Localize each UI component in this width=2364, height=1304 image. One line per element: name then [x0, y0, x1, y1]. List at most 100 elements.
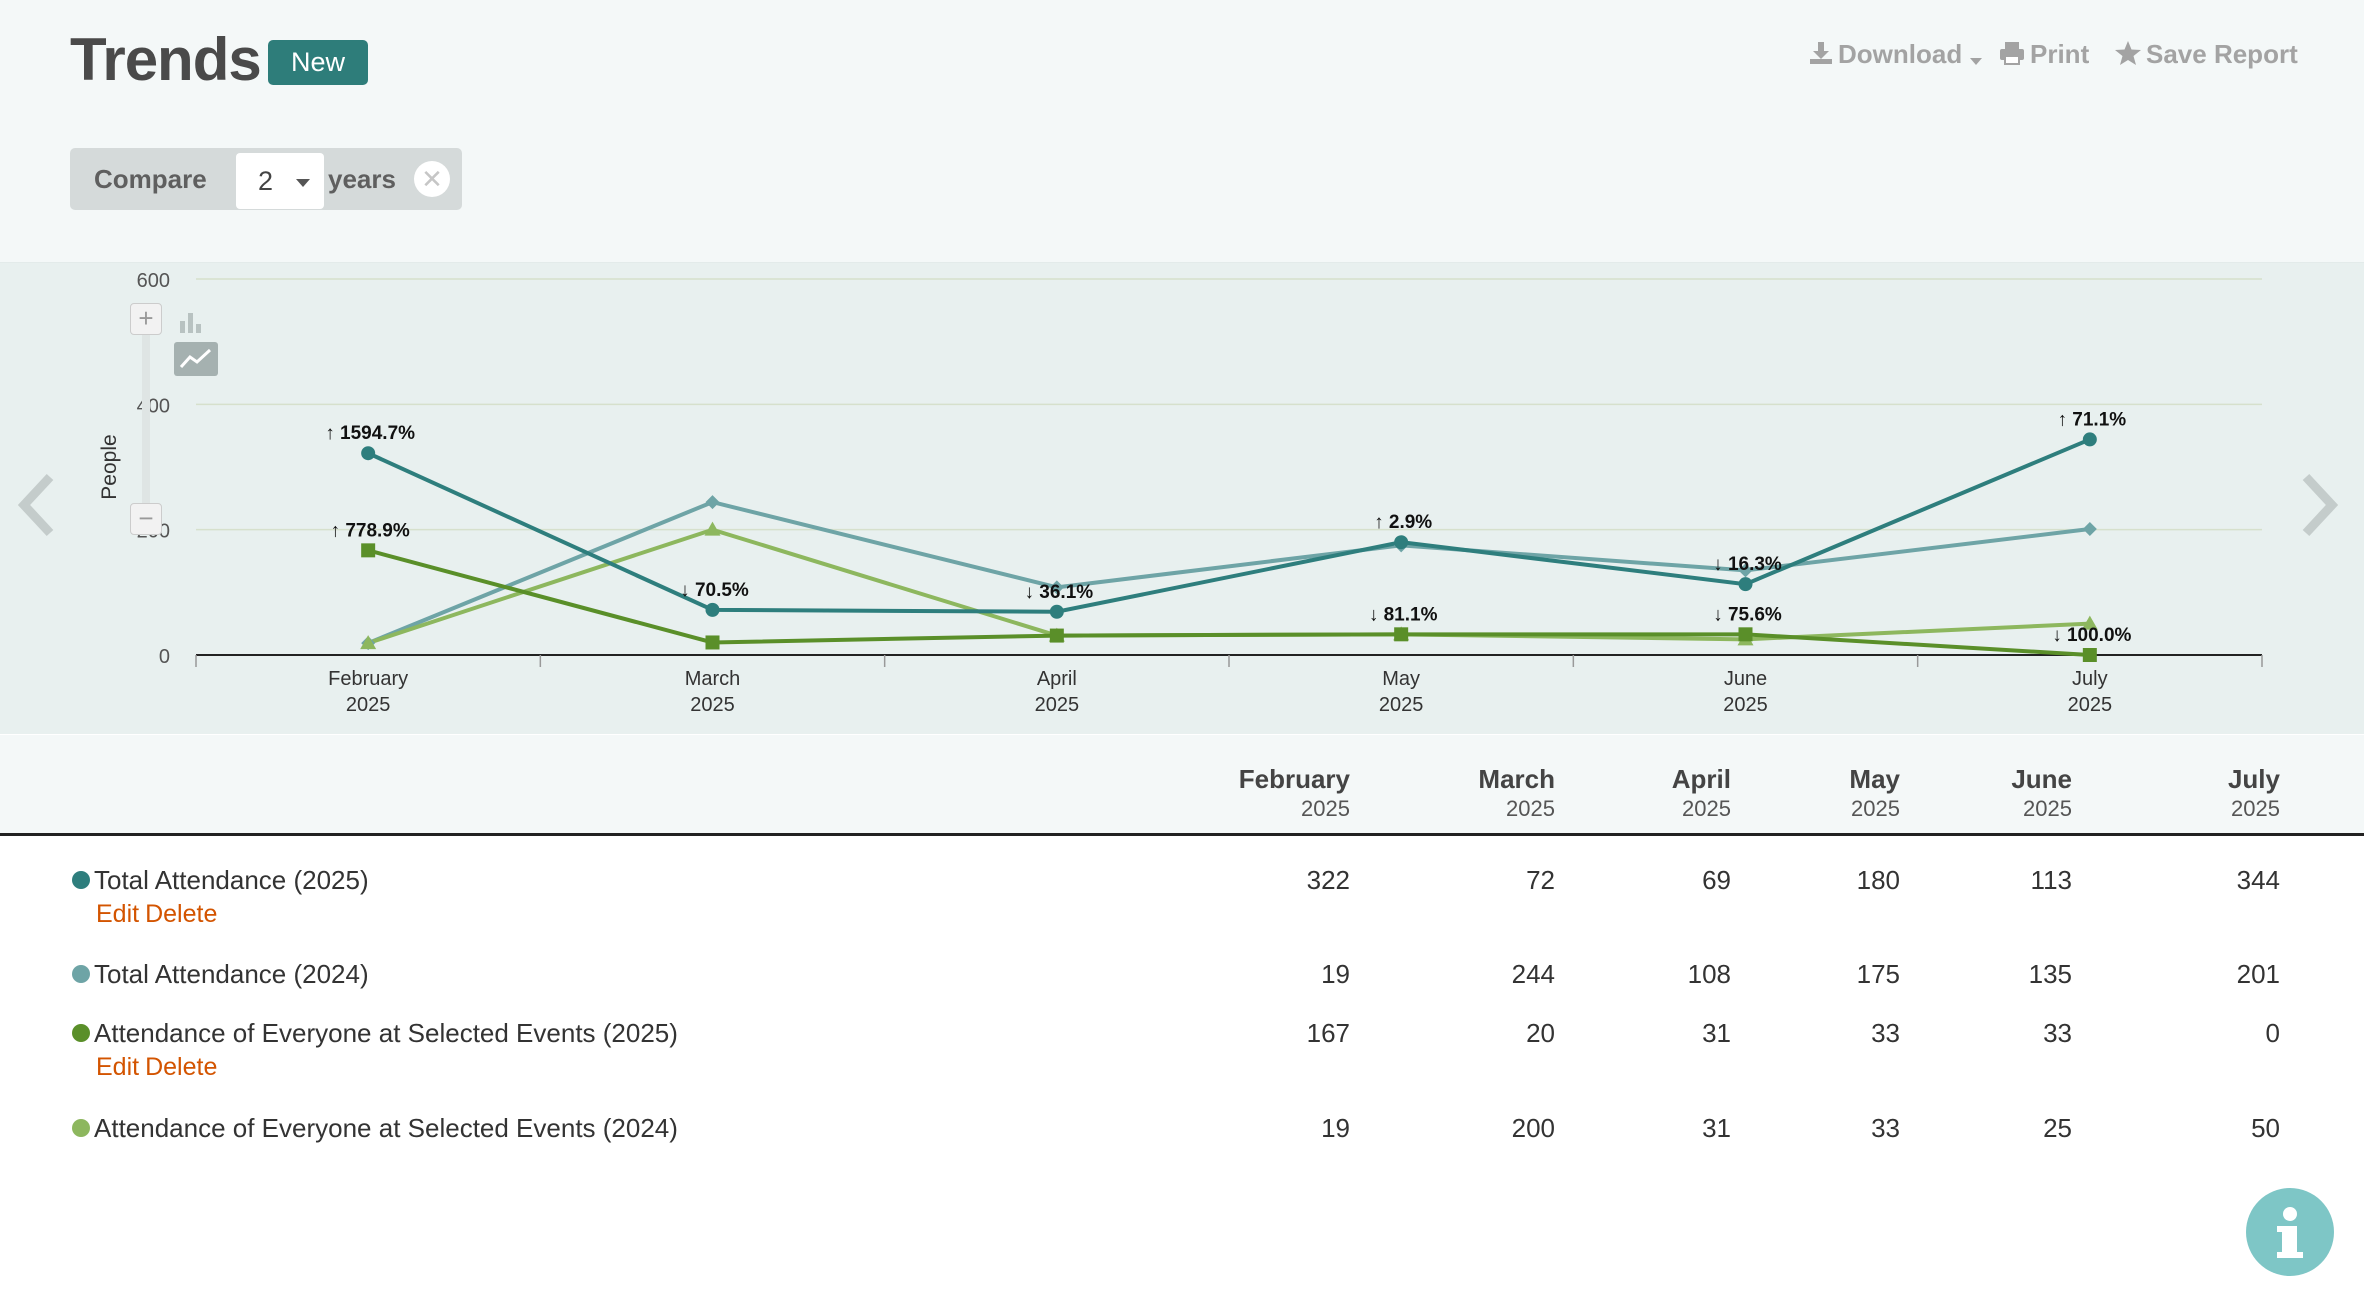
- delete-link[interactable]: Delete: [145, 900, 218, 928]
- data-label: ↑ 2.9%: [1374, 512, 1432, 533]
- years-select[interactable]: 2: [236, 153, 324, 209]
- data-point: [1394, 627, 1409, 642]
- series-color-dot: [72, 1024, 90, 1042]
- x-tick-label-month: June: [1724, 668, 1767, 690]
- table-cell: 19: [1321, 1113, 1350, 1143]
- table-header: February 2025 March 2025 April 2025 May 2025 Jun…: [0, 735, 2364, 836]
- chevron-down-icon: [296, 179, 310, 187]
- page-title: Trends: [70, 26, 262, 93]
- download-label: Download: [1838, 39, 1963, 69]
- table-cell: 200: [1511, 1113, 1555, 1143]
- data-point: [2082, 522, 2097, 537]
- data-label: ↓ 75.6%: [1713, 604, 1782, 625]
- table-cell: 33: [1871, 1113, 1900, 1143]
- column-header-month: April: [1671, 764, 1731, 794]
- zoom-slider-track[interactable]: [142, 335, 150, 503]
- chart-canvas: 0200400600PeopleFebruary2025March2025Apr…: [98, 270, 2263, 716]
- series-line: [367, 499, 2091, 645]
- x-tick-label-year: 2025: [1035, 694, 1080, 716]
- table-cell: 344: [2236, 865, 2280, 895]
- table-cell: 31: [1702, 1018, 1731, 1048]
- column-header-month: July: [2227, 764, 2280, 794]
- row-label: Total Attendance (2024): [94, 959, 369, 989]
- column-header-year: 2025: [1506, 796, 1555, 821]
- data-point: [705, 635, 720, 650]
- close-icon[interactable]: ✕: [414, 161, 450, 197]
- table-cell: 108: [1687, 959, 1731, 989]
- delete-link[interactable]: Delete: [145, 1053, 218, 1081]
- column-header: May 2025: [1849, 763, 1900, 823]
- x-tick-label-year: 2025: [2068, 694, 2113, 716]
- data-point: [1394, 535, 1409, 550]
- table-cell: 113: [2030, 865, 2072, 895]
- column-header: July 2025: [2228, 763, 2280, 823]
- x-tick-label-month: February: [328, 668, 408, 690]
- download-button[interactable]: Download: [1808, 36, 1987, 72]
- chevron-right-icon[interactable]: [2294, 463, 2344, 547]
- print-label: Print: [2030, 39, 2090, 69]
- data-label: ↓ 16.3%: [1713, 554, 1782, 575]
- column-header-month: May: [1849, 764, 1900, 794]
- x-tick-label-year: 2025: [346, 694, 391, 716]
- column-header-month: June: [2011, 764, 2072, 794]
- row-actions: Edit Delete: [96, 897, 223, 931]
- print-button[interactable]: Print: [1998, 36, 2089, 72]
- zoom-in-button[interactable]: +: [130, 303, 162, 335]
- data-point: [2082, 648, 2097, 662]
- table-cell: 175: [1856, 959, 1900, 989]
- y-tick-label: 600: [137, 270, 170, 292]
- table-cell: 33: [1871, 1018, 1900, 1048]
- series-line: [367, 548, 2090, 657]
- table-cell: 180: [1856, 865, 1900, 895]
- edit-link[interactable]: Edit: [96, 900, 140, 928]
- page-header: Trends New Download Print Save Report Co…: [0, 0, 2364, 263]
- column-header-year: 2025: [1851, 796, 1900, 821]
- column-header: April 2025: [1672, 763, 1731, 823]
- bar-chart-icon[interactable]: [176, 307, 206, 337]
- series-color-dot: [72, 965, 90, 983]
- column-header-month: March: [1478, 764, 1555, 794]
- table-cell: 322: [1306, 865, 1350, 895]
- table-cell: 31: [1702, 1113, 1731, 1143]
- data-point: [1049, 580, 1064, 595]
- data-point: [361, 446, 376, 461]
- zoom-out-button[interactable]: −: [130, 503, 162, 535]
- info-button[interactable]: [2246, 1188, 2334, 1276]
- trend-chart: 0200400600PeopleFebruary2025March2025Apr…: [0, 263, 2364, 734]
- data-point: [705, 602, 720, 617]
- table-cell: 33: [2043, 1018, 2072, 1048]
- table-row: Attendance of Everyone at Selected Event…: [0, 1014, 2364, 1094]
- line-chart-icon[interactable]: [174, 342, 218, 376]
- row-actions: Edit Delete: [96, 1050, 223, 1084]
- table-cell: 72: [1526, 865, 1555, 895]
- edit-link[interactable]: Edit: [96, 1053, 140, 1081]
- data-point: [1738, 627, 1753, 642]
- row-label: Attendance of Everyone at Selected Event…: [94, 1018, 678, 1048]
- star-icon: [2115, 41, 2141, 65]
- table-cell: 69: [1702, 865, 1731, 895]
- data-point: [1049, 628, 1064, 643]
- data-point: [1049, 604, 1064, 619]
- x-tick-label-month: May: [1382, 668, 1420, 690]
- data-point: [2081, 615, 2098, 630]
- y-tick-label: 0: [159, 646, 170, 668]
- compare-label: Compare: [94, 164, 207, 194]
- table-cell: 25: [2043, 1113, 2072, 1143]
- table-cell: 135: [2028, 959, 2072, 989]
- chevron-down-icon: [1970, 58, 1983, 65]
- row-label: Total Attendance (2025): [94, 865, 369, 895]
- zoom-control: + −: [130, 303, 170, 535]
- compare-control: Compare 2 years ✕: [70, 148, 462, 210]
- save-report-button[interactable]: Save Report: [2114, 36, 2298, 72]
- years-label: years: [328, 164, 396, 194]
- chevron-left-icon[interactable]: [12, 463, 62, 547]
- table-cell: 19: [1321, 959, 1350, 989]
- data-point: [704, 521, 721, 536]
- data-point: [1738, 577, 1753, 592]
- info-icon: [2277, 1207, 2303, 1258]
- column-header-year: 2025: [2023, 796, 2072, 821]
- new-button[interactable]: New: [268, 40, 368, 85]
- download-icon: [1810, 42, 1832, 64]
- table-row: Attendance of Everyone at Selected Event…: [0, 1109, 2364, 1149]
- column-header-year: 2025: [1682, 796, 1731, 821]
